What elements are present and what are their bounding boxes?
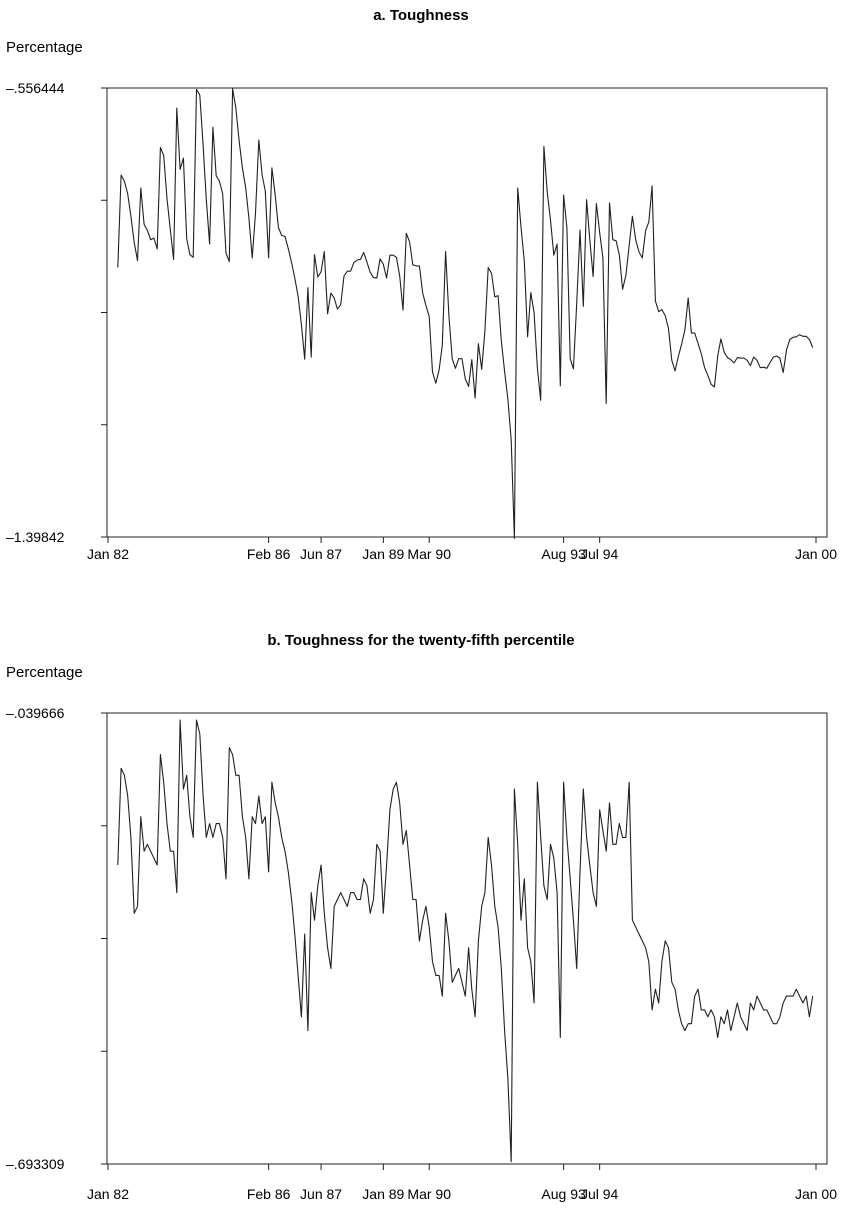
x-tick-label: Jan 89 bbox=[362, 546, 404, 562]
x-tick-label: Jan 82 bbox=[87, 546, 129, 562]
x-tick-label: Mar 90 bbox=[407, 546, 451, 562]
chart-panel-a: a. Toughness Percentage –.556444 –1.39842 Ja… bbox=[6, 7, 837, 562]
series-line bbox=[117, 719, 814, 1163]
x-tick-label: Aug 93 bbox=[541, 546, 586, 562]
chart-title: b. Toughness for the twenty-fifth percen… bbox=[267, 632, 574, 649]
y-tick-label: –.556444 bbox=[6, 80, 65, 96]
x-tick-label: Feb 86 bbox=[247, 546, 291, 562]
x-tick-label: Jun 87 bbox=[300, 546, 342, 562]
x-tick-label: Jun 87 bbox=[300, 1186, 342, 1202]
x-tick-label: Feb 86 bbox=[247, 1186, 291, 1202]
y-tick-label: –.693309 bbox=[6, 1156, 65, 1172]
chart-title: a. Toughness bbox=[373, 7, 469, 24]
x-tick-label: Jul 94 bbox=[581, 546, 619, 562]
plot-frame bbox=[106, 712, 828, 1165]
y-axis-label: Percentage bbox=[6, 664, 83, 681]
x-tick-label: Aug 93 bbox=[541, 1186, 586, 1202]
x-tick-label: Jan 00 bbox=[795, 1186, 837, 1202]
x-tick-label: Jan 00 bbox=[795, 546, 837, 562]
y-tick-label: –.039666 bbox=[6, 705, 65, 721]
x-tick-label: Jan 89 bbox=[362, 1186, 404, 1202]
y-axis-label: Percentage bbox=[6, 39, 83, 56]
x-tick-label: Jul 94 bbox=[581, 1186, 619, 1202]
y-tick-label: –1.39842 bbox=[6, 529, 65, 545]
x-tick-label: Mar 90 bbox=[407, 1186, 451, 1202]
series-line bbox=[117, 88, 814, 539]
chart-panel-b: b. Toughness for the twenty-fifth percen… bbox=[6, 632, 837, 1202]
x-tick-label: Jan 82 bbox=[87, 1186, 129, 1202]
